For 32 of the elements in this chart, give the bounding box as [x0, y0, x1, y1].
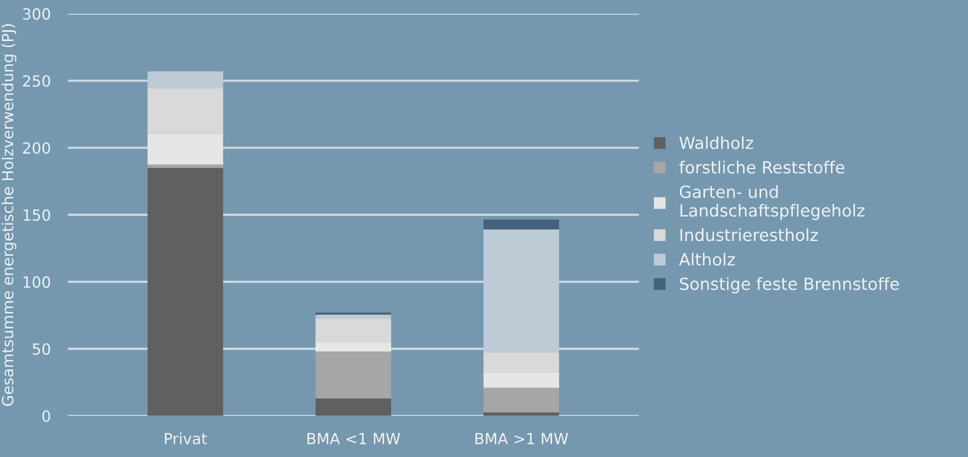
y-tick-label: 0	[42, 410, 50, 422]
bar	[148, 168, 224, 416]
y-tick-label: 300	[23, 8, 50, 20]
bar	[148, 71, 224, 88]
y-axis-title: Gesamtsumme energetische Holzverwendung (PJ)	[2, 24, 16, 406]
y-tick-label: 250	[23, 75, 50, 87]
bar	[316, 398, 392, 416]
x-tick-label: BMA >1 MW	[475, 433, 568, 444]
bar	[484, 352, 560, 372]
bar	[316, 318, 392, 342]
legend-label: Garten- und Landschaftspflegeholz	[680, 185, 865, 220]
bar	[484, 372, 560, 388]
legend-label: Sonstige feste Brennstoffe	[680, 277, 899, 294]
bar	[484, 230, 560, 352]
bar	[148, 88, 224, 134]
x-tick-label: BMA <1 MW	[308, 433, 400, 444]
legend-label: forstliche Reststoffe	[679, 160, 844, 174]
bar	[484, 388, 560, 413]
y-tick-label: 100	[24, 276, 50, 288]
bar	[316, 352, 392, 398]
legend-label: Industrierestholz	[680, 228, 818, 242]
y-tick-label: 150	[24, 209, 50, 221]
legend-label: Altholz	[679, 252, 735, 266]
bar	[148, 164, 224, 168]
y-tick-label: 200	[23, 142, 50, 154]
bar	[484, 219, 560, 230]
y-tick-label: 50	[32, 343, 50, 355]
bar	[148, 134, 224, 165]
bar	[316, 342, 392, 352]
bar	[316, 314, 392, 319]
x-tick-label: Privat	[164, 432, 207, 444]
legend-label: Waldholz	[679, 136, 754, 150]
